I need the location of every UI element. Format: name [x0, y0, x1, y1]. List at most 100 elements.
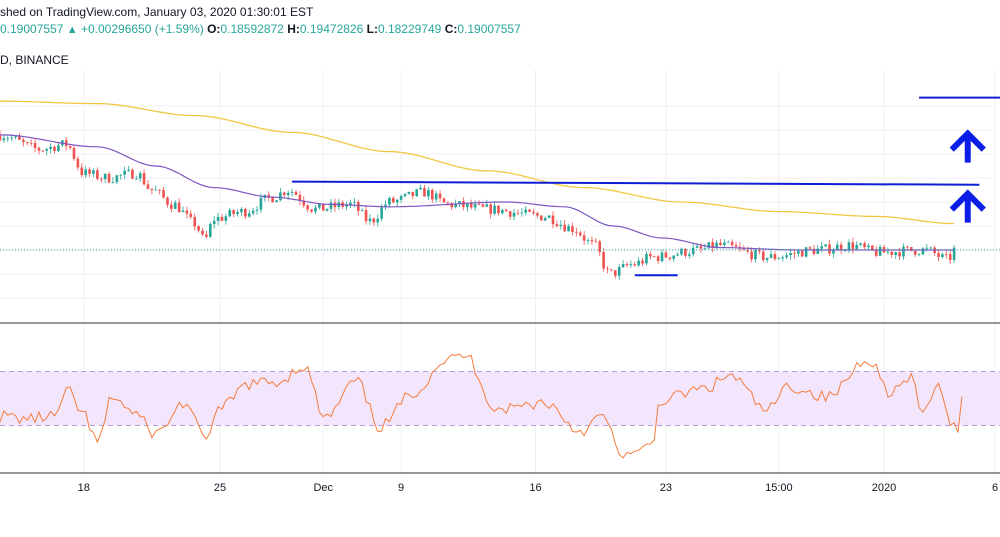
candle-body [793, 252, 796, 254]
candle-body [898, 252, 901, 257]
user-drawings[interactable] [292, 96, 1000, 277]
candle-body [804, 247, 808, 257]
up-arrow-head [949, 189, 986, 212]
candle-body [536, 213, 539, 216]
candle-body [703, 248, 707, 250]
candle-body [567, 226, 570, 232]
candle-body [282, 192, 286, 196]
candle-body [185, 210, 189, 214]
x-tick-label: 16 [529, 482, 541, 494]
close-value: 0.19007557 [457, 22, 521, 36]
candle-body [423, 187, 426, 197]
candle-body [325, 208, 329, 211]
candle-body [645, 254, 648, 264]
candle-body [150, 188, 154, 191]
candle-body [18, 136, 21, 140]
candle-body [816, 248, 820, 255]
candle-body [812, 248, 816, 255]
candle-body [415, 189, 418, 196]
candle-body [0, 134, 2, 141]
candle-body [691, 247, 695, 255]
candle-body [88, 169, 91, 174]
high-label: H: [287, 22, 300, 36]
candle-body [606, 268, 609, 270]
candle-body [310, 209, 313, 212]
candle-body [166, 197, 169, 205]
change-value: +0.00296650 (+1.59%) [80, 22, 204, 36]
candle-body [158, 189, 161, 191]
candle-body [855, 244, 859, 250]
candle-body [84, 169, 87, 176]
candle-body [450, 203, 454, 208]
candle-body [259, 197, 263, 210]
candle-body [193, 217, 197, 227]
candle-body [543, 217, 547, 221]
candle-body [948, 254, 952, 260]
candle-body [516, 212, 520, 214]
candle-body [271, 196, 274, 203]
candle-body [902, 246, 905, 257]
candle-body [37, 147, 41, 151]
candle-body [201, 230, 204, 235]
candle-body [508, 211, 512, 217]
candle-body [839, 244, 843, 251]
low-label: L: [366, 22, 378, 36]
candle-body [212, 220, 216, 224]
symbol-label[interactable]: D, BINANCE [0, 53, 69, 67]
candle-body [22, 139, 25, 143]
candle-body [660, 252, 664, 262]
candle-body [430, 189, 434, 200]
x-tick-label: Dec [313, 482, 333, 494]
published-text: shed on TradingView.com, January 03, 202… [0, 5, 314, 19]
open-value: 0.18592872 [220, 22, 284, 36]
fast-ma-line [0, 134, 955, 251]
candle-body [785, 255, 788, 258]
candle-body [501, 209, 504, 214]
candle-body [189, 213, 193, 218]
candle-body [197, 226, 200, 231]
candle-body [107, 173, 111, 183]
candle-body [754, 250, 757, 260]
candle-body [629, 264, 633, 266]
candle-body [473, 204, 477, 208]
candle-body [279, 192, 282, 201]
candle-body [547, 215, 551, 218]
published-info: shed on TradingView.com, January 03, 202… [0, 5, 313, 19]
candle-body [115, 175, 119, 183]
candle-body [512, 212, 516, 217]
candle-body [941, 254, 944, 257]
candle-body [571, 226, 574, 232]
candle-body [551, 215, 555, 225]
candle-body [871, 245, 874, 251]
candle-body [403, 193, 407, 197]
candle-body [921, 248, 925, 255]
candle-body [929, 247, 933, 249]
candle-body [411, 191, 415, 196]
candle-body [909, 247, 913, 251]
candle-body [687, 254, 691, 256]
open-label: O: [207, 22, 221, 36]
candle-body [532, 211, 535, 214]
candle-body [388, 197, 391, 205]
candle-body [205, 234, 208, 237]
candle-body [72, 147, 76, 159]
candle-body [590, 240, 594, 242]
candle-body [376, 218, 380, 223]
candle-body [863, 243, 866, 248]
candle-body [937, 253, 940, 257]
candle-body [563, 224, 566, 232]
rsi-band-fill [0, 371, 1000, 426]
candle-body [652, 256, 656, 258]
candle-body [695, 246, 699, 248]
high-value: 0.19472826 [299, 22, 364, 36]
candle-body [220, 217, 224, 221]
candle-body [481, 204, 485, 207]
x-tick-label: 6 [992, 482, 998, 494]
x-tick-label: 2020 [872, 482, 896, 494]
candle-body [434, 193, 438, 200]
candle-body [6, 138, 10, 139]
candle-body [493, 205, 496, 214]
trendline [292, 180, 980, 186]
candle-body [170, 204, 173, 209]
